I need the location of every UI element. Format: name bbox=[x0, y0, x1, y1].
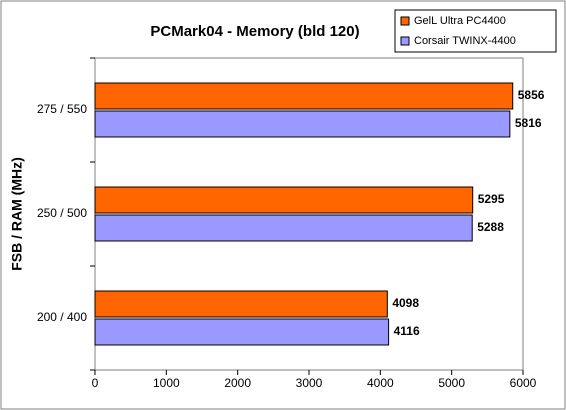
bar bbox=[94, 186, 474, 214]
bar bbox=[94, 290, 388, 318]
y-tick-label: 275 / 550 bbox=[37, 102, 87, 116]
legend-label: GelL Ultra PC4400 bbox=[414, 15, 506, 27]
value-label: 4116 bbox=[394, 324, 420, 338]
value-label: 4098 bbox=[392, 296, 419, 310]
y-tick-label: 250 / 500 bbox=[37, 206, 87, 220]
plot-area bbox=[94, 57, 524, 371]
bar bbox=[94, 318, 390, 346]
bar bbox=[94, 82, 514, 110]
x-tick-label: 2000 bbox=[224, 376, 251, 390]
x-tick-label: 3000 bbox=[296, 376, 323, 390]
value-label: 5816 bbox=[515, 116, 542, 130]
legend-swatch bbox=[400, 16, 410, 26]
x-tick-label: 0 bbox=[92, 376, 99, 390]
x-tick-label: 4000 bbox=[367, 376, 394, 390]
bar bbox=[94, 110, 511, 138]
x-tick-label: 6000 bbox=[510, 376, 537, 390]
value-label: 5295 bbox=[478, 192, 505, 206]
bar bbox=[94, 214, 473, 242]
chart-title: PCMark04 - Memory (bld 120) bbox=[150, 23, 359, 40]
legend-box bbox=[394, 9, 557, 53]
value-label: 5856 bbox=[518, 88, 545, 102]
y-tick-label: 200 / 400 bbox=[37, 310, 87, 324]
x-tick-label: 1000 bbox=[153, 376, 180, 390]
x-tick-label: 5000 bbox=[438, 376, 465, 390]
y-axis-label: FSB / RAM (MHz) bbox=[9, 157, 25, 271]
value-label: 5288 bbox=[477, 220, 504, 234]
legend-label: Corsair TWINX-4400 bbox=[414, 35, 516, 47]
legend-swatch bbox=[400, 36, 410, 46]
